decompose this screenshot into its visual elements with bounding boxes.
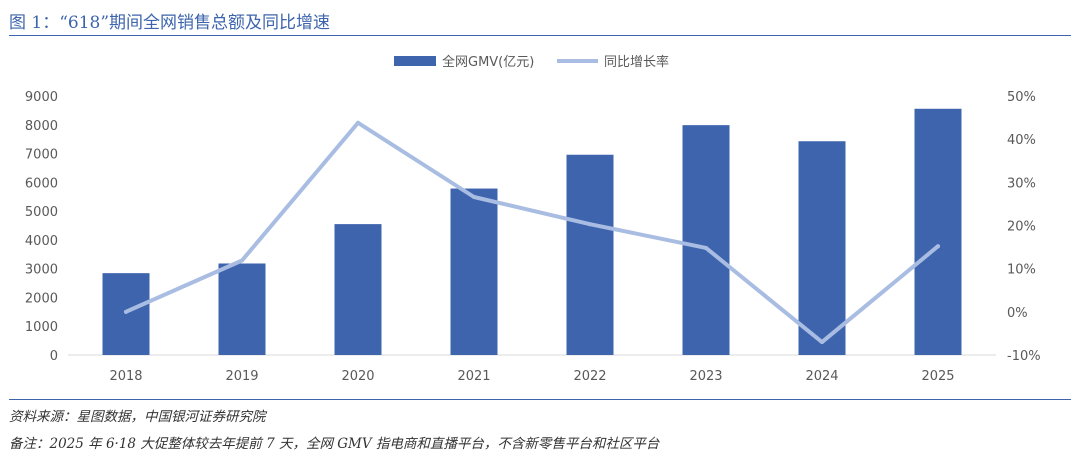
legend-bar-label: 全网GMV(亿元): [442, 54, 534, 70]
x-axis-tick-label: 2022: [573, 369, 606, 384]
gmv-bar-2024: [798, 141, 846, 355]
x-axis-tick-label: 2021: [457, 369, 490, 384]
growth-point-2025: [936, 244, 940, 249]
left-axis-tick-label: 2000: [25, 291, 58, 306]
gmv-bar-2025: [914, 108, 962, 355]
gmv-growth-chart: 全网GMV(亿元) 同比增长率 0 1000 2000 3000 4000 5000 6000 7…: [25, 54, 1041, 384]
left-axis-tick-label: 1000: [25, 320, 58, 335]
x-axis-tick-label: 2019: [225, 369, 258, 384]
footer-rule: [9, 399, 1071, 400]
x-axis-tick-label: 2018: [109, 369, 142, 384]
title-rule: [9, 35, 1071, 36]
x-axis-tick-label: 2020: [341, 369, 374, 384]
right-axis-tick-label: -10%: [1007, 349, 1041, 364]
left-axis-tick-label: 0: [50, 349, 58, 364]
gmv-bar-2021: [450, 188, 498, 355]
gmv-bar-2018: [102, 273, 150, 355]
growth-point-2022: [588, 222, 592, 227]
left-axis-tick-label: 9000: [25, 90, 58, 105]
growth-point-2024: [820, 340, 824, 345]
legend-bar-swatch: [394, 56, 436, 66]
right-axis-tick-label: 20%: [1007, 220, 1036, 235]
growth-point-2021: [472, 195, 476, 200]
growth-point-2019: [240, 258, 244, 263]
left-axis-tick-label: 6000: [25, 176, 58, 191]
gmv-bar-2022: [566, 154, 614, 355]
growth-point-2020: [356, 120, 360, 125]
growth-point-2018: [124, 309, 128, 314]
x-axis-tick-label: 2023: [689, 369, 722, 384]
right-axis-tick-label: 10%: [1007, 263, 1036, 278]
gmv-bar-2019: [218, 263, 266, 355]
source-note: 资料来源：星图数据，中国银河证券研究院: [9, 409, 266, 425]
x-axis-tick-label: 2025: [921, 369, 954, 384]
figure-title: 图 1：“618”期间全网销售总额及同比增速: [9, 13, 331, 33]
x-axis-tick-label: 2024: [805, 369, 838, 384]
left-axis-tick-label: 8000: [25, 119, 58, 134]
right-axis-tick-label: 0%: [1007, 306, 1028, 321]
right-axis-tick-label: 40%: [1007, 133, 1036, 148]
right-axis-tick-label: 50%: [1007, 90, 1036, 105]
left-axis-tick-label: 7000: [25, 148, 58, 163]
gmv-bar-2023: [682, 125, 730, 355]
right-axis-tick-label: 30%: [1007, 176, 1036, 191]
growth-rate-line: [124, 120, 940, 345]
gmv-bar-2020: [334, 224, 382, 355]
left-axis-tick-label: 3000: [25, 263, 58, 278]
legend-line-label: 同比增长率: [604, 54, 669, 70]
left-axis-tick-label: 5000: [25, 205, 58, 220]
remark-note: 备注：2025 年 6·18 大促整体较去年提前 7 天，全网 GMV 指电商和…: [9, 436, 660, 452]
left-axis-tick-label: 4000: [25, 234, 58, 249]
growth-point-2023: [704, 245, 708, 250]
